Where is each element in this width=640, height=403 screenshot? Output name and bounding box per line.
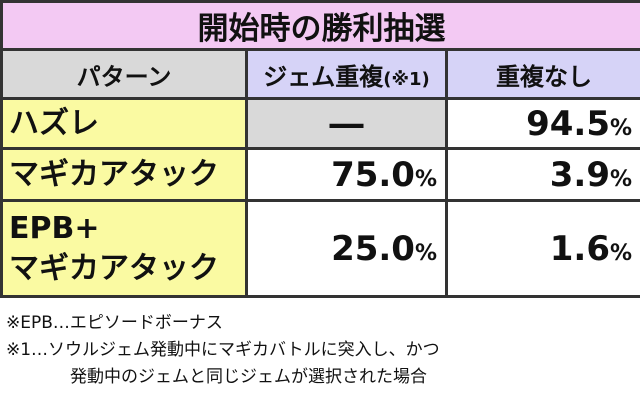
unit: % (609, 240, 633, 266)
unit: % (609, 115, 633, 141)
header-text: ジェム重複 (263, 62, 384, 91)
row-label: マギカアタック (0, 147, 248, 202)
note: 発動中のジェムと同じジェムが選択された場合 (70, 367, 427, 387)
cell: 1.6% (444, 199, 640, 298)
label-line: ハズレ (9, 105, 99, 141)
unit: % (414, 240, 437, 266)
title: 開始時の勝利抽選 (0, 0, 640, 51)
unit: % (414, 166, 437, 192)
value: 75.0 (331, 154, 415, 195)
notes: ※EPB…エピソードボーナス ※1…ソウルジェム発動中にマギカバトルに突入し、か… (6, 310, 440, 391)
note: ※EPB…エピソードボーナス (6, 313, 223, 333)
unit: % (609, 166, 633, 192)
value: 1.6 (549, 228, 610, 269)
cell: 3.9% (444, 147, 640, 202)
header-note: (※1) (383, 68, 430, 90)
row-label: ハズレ (0, 97, 248, 150)
header-cell: 重複なし (444, 48, 640, 100)
row-label: EPB+ マギカアタック (0, 199, 248, 298)
cell: 25.0% (245, 199, 448, 298)
label-line: マギカアタック (9, 156, 219, 192)
cell: 75.0% (245, 147, 448, 202)
header-cell: パターン (0, 48, 248, 100)
table: 開始時の勝利抽選 パターン ジェム重複(※1) 重複なし ハズレ ― 94.5%… (0, 0, 640, 298)
label-line: マギカアタック (9, 250, 219, 286)
cell: ― (245, 97, 448, 150)
value: 94.5 (526, 103, 610, 144)
label-line: EPB+ (9, 210, 100, 246)
note: ※1…ソウルジェム発動中にマギカバトルに突入し、かつ (6, 340, 440, 360)
cell: 94.5% (444, 97, 640, 150)
value: 25.0 (331, 228, 415, 269)
value: 3.9 (549, 154, 610, 195)
header-cell: ジェム重複(※1) (245, 48, 448, 100)
